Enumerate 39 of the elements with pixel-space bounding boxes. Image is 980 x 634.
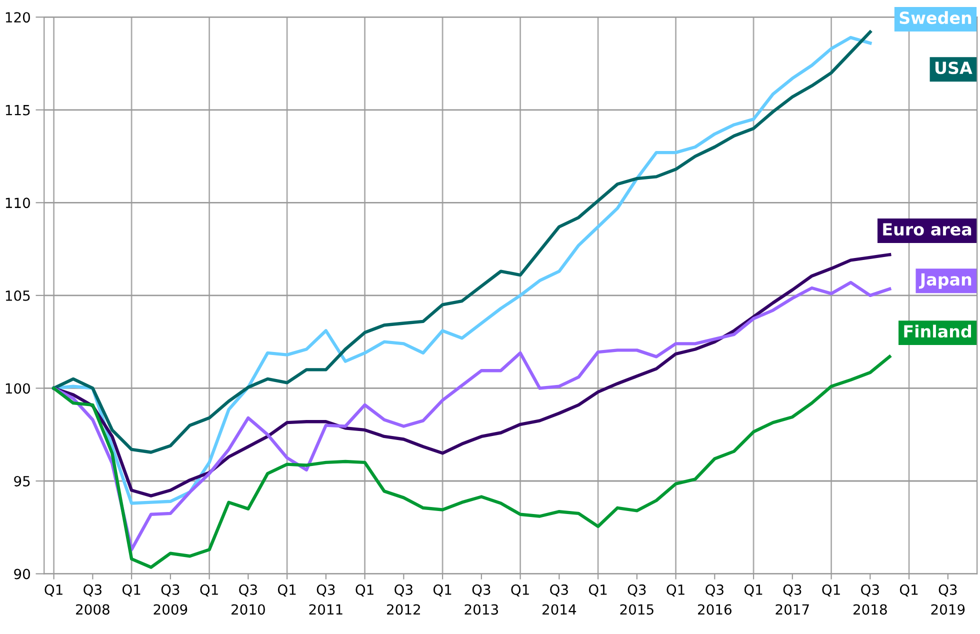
x-tick-label: Q1 xyxy=(356,584,374,597)
line-series xyxy=(52,253,892,498)
text: Sweden xyxy=(900,11,972,24)
x-tick-label: Q3 2016 xyxy=(698,584,732,615)
x-tick-label: Q1 xyxy=(44,584,62,597)
y-tick-label: 90 xyxy=(14,568,30,580)
series-label: Euro area xyxy=(883,223,972,236)
x-tick-label: Q1 xyxy=(122,584,140,597)
x-tick-label: Q1 xyxy=(744,584,762,597)
y-tick-label: 110 xyxy=(6,198,30,208)
x-tick-label: Q3 2008 xyxy=(76,584,110,615)
series-label: Finland xyxy=(904,324,971,338)
x-tick-label: Q3 2017 xyxy=(776,584,809,615)
x-tick-label: Q3 2012 xyxy=(387,584,420,615)
x-tick-label: Q3 2015 xyxy=(620,584,654,615)
x-tick-label: Q1 xyxy=(278,584,296,597)
x-tick-label: Q1 xyxy=(433,584,452,597)
x-tick-label: Q1 xyxy=(666,584,684,597)
x-tick-label: Q1 xyxy=(822,584,840,597)
x-tick-label: Q3 2019 xyxy=(931,584,965,615)
line-series xyxy=(52,280,892,552)
x-tick-label: Q3 2010 xyxy=(232,584,265,615)
x-tick-label: Q3 2011 xyxy=(309,584,342,615)
y-tick-label: 120 xyxy=(6,12,30,23)
x-tick-label: Q1 xyxy=(900,584,918,597)
x-tick-label: Q3 2009 xyxy=(154,584,188,615)
x-tick-label: Q3 2013 xyxy=(464,584,498,615)
series-label: Japan xyxy=(918,273,972,289)
x-tick-label: Q1 xyxy=(200,584,218,597)
x-tick-label: Q1 xyxy=(511,584,529,597)
y-tick-label: 105 xyxy=(6,290,30,301)
text: USA xyxy=(935,62,972,74)
y-tick-label: 95 xyxy=(14,476,30,486)
line-series xyxy=(52,355,892,569)
y-tick-label: 115 xyxy=(6,105,30,116)
x-tick-label: Q3 2014 xyxy=(542,584,576,615)
y-tick-label: 100 xyxy=(6,383,30,394)
x-tick-label: Q3 2018 xyxy=(854,584,887,615)
x-tick-label: Q1 xyxy=(588,584,607,597)
